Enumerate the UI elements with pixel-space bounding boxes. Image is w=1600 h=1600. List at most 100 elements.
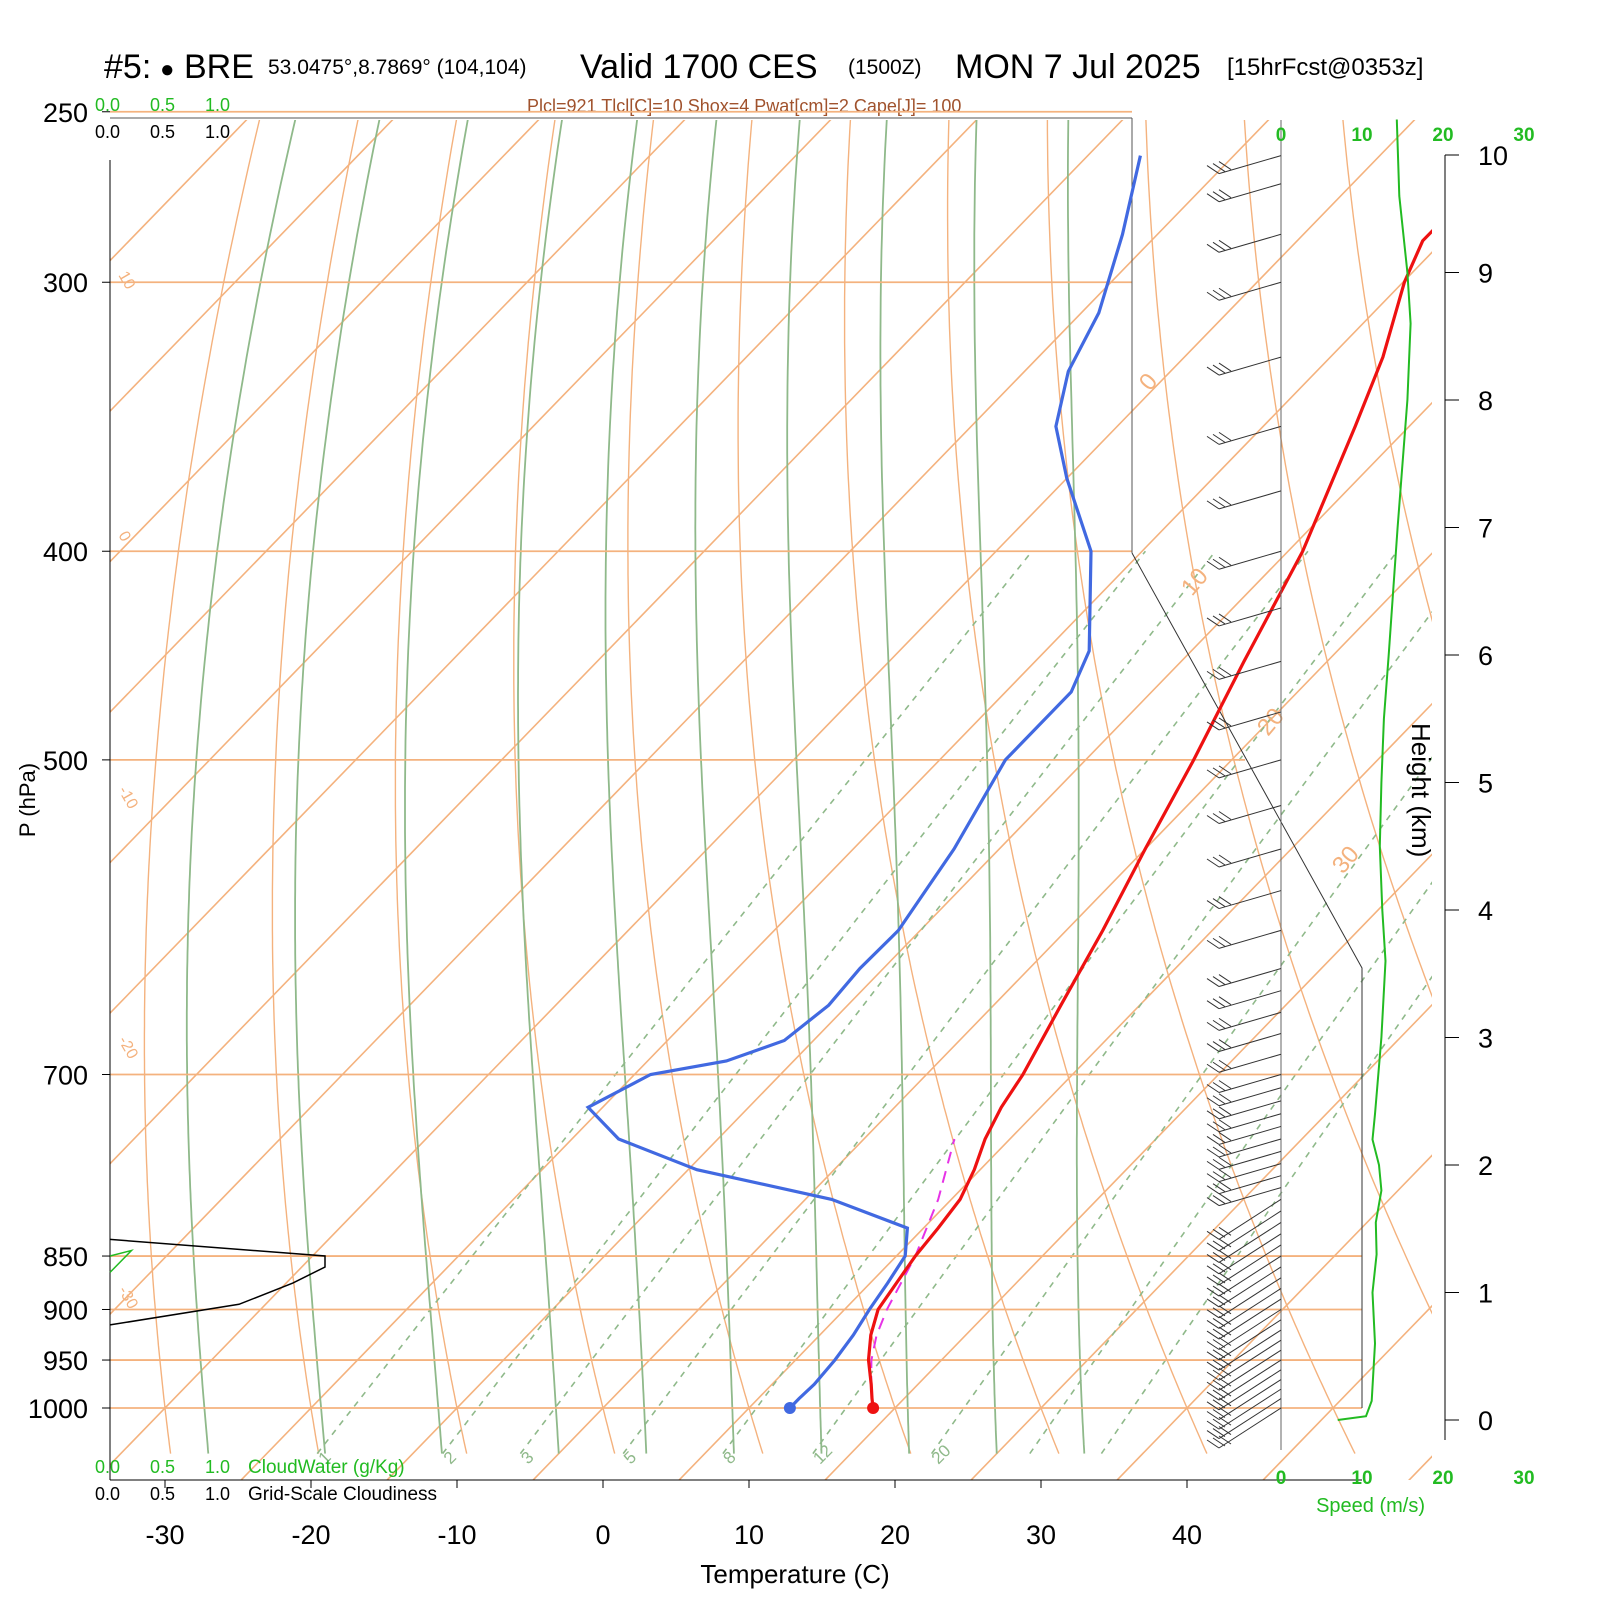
wind-barb-staff bbox=[1218, 1288, 1282, 1329]
mixing-ratio-line bbox=[1029, 881, 1432, 1455]
wind-barb-flag bbox=[1212, 1389, 1226, 1399]
wind-barb-flag bbox=[1218, 1377, 1232, 1387]
height-tick-label: 5 bbox=[1478, 769, 1493, 799]
isotherm-label: -10 bbox=[115, 784, 141, 813]
wind-barb-flag bbox=[1218, 1181, 1232, 1191]
wind-barb-flag bbox=[1212, 1195, 1226, 1205]
speed-tick-bottom: 20 bbox=[1432, 1468, 1453, 1489]
isotherm-label: 0 bbox=[1134, 368, 1163, 396]
wind-barb-flag bbox=[1218, 1156, 1232, 1166]
mixing-ratio-label: 3 bbox=[517, 1448, 537, 1468]
wind-barb-flag bbox=[1218, 1144, 1232, 1154]
speed-tick-bottom: 30 bbox=[1513, 1468, 1534, 1489]
height-tick-label: 9 bbox=[1478, 259, 1493, 289]
speed-tick-bottom: 0 bbox=[1276, 1468, 1287, 1489]
valid-zulu: (1500Z) bbox=[848, 56, 922, 79]
wind-barb-flag bbox=[1212, 1061, 1226, 1071]
wind-barb-flag bbox=[1212, 1274, 1226, 1284]
wind-barb-flag bbox=[1212, 1228, 1226, 1238]
height-tick-label: 3 bbox=[1478, 1024, 1493, 1054]
wind-barb-flag bbox=[1212, 998, 1226, 1008]
wind-barb-flag bbox=[1218, 717, 1232, 727]
pressure-axis-label: P (hPa) bbox=[15, 763, 40, 837]
pressure-tick-label: 400 bbox=[43, 537, 88, 567]
isotherm-label: 10 bbox=[115, 269, 139, 293]
isotherm-label: -30 bbox=[115, 1284, 141, 1313]
isotherm-label: -20 bbox=[115, 1034, 141, 1063]
wind-barb-flag bbox=[1218, 1347, 1232, 1357]
wind-barb-staff bbox=[1218, 759, 1282, 779]
wind-barb-flag bbox=[1218, 287, 1232, 297]
wind-barb-flag bbox=[1206, 1361, 1220, 1371]
wind-barb-staff bbox=[1218, 968, 1282, 988]
wind-barb-flag bbox=[1218, 1119, 1232, 1129]
wind-barb-flag bbox=[1206, 1309, 1220, 1319]
forecast-info: [15hrFcst@0353z] bbox=[1227, 54, 1424, 81]
wind-barb-staff bbox=[1218, 1113, 1282, 1133]
wind-barb-flag bbox=[1206, 1110, 1220, 1120]
moist-adiabat-line bbox=[694, 120, 735, 1454]
cloudwater-tick-bottom: 1.0 bbox=[205, 1457, 230, 1477]
wind-barb-flag bbox=[1206, 1371, 1220, 1381]
temperature-tick-label: 0 bbox=[595, 1520, 610, 1550]
wind-barb-flag bbox=[1218, 896, 1232, 905]
mixing-ratio-label: 20 bbox=[928, 1441, 955, 1468]
speed-line bbox=[1337, 119, 1412, 1421]
moist-adiabat-line bbox=[517, 120, 563, 1454]
mixing-ratio-line bbox=[1100, 975, 1432, 1455]
wind-barb-flag bbox=[1206, 939, 1220, 949]
wind-barb-flag bbox=[1206, 1330, 1220, 1340]
wind-barb-flag bbox=[1212, 1369, 1226, 1379]
moist-adiabat-line bbox=[1067, 120, 1086, 1454]
wind-barb-flag bbox=[1206, 1401, 1220, 1411]
speed-tick-top: 30 bbox=[1513, 125, 1534, 146]
isotherm-label: 20 bbox=[1252, 703, 1290, 741]
wind-barb-staff bbox=[1218, 1163, 1282, 1183]
moist-adiabat-line bbox=[604, 120, 648, 1454]
wind-barb-flag bbox=[1206, 1381, 1220, 1391]
wind-barb-flag bbox=[1206, 900, 1220, 909]
wind-barb-flag bbox=[1206, 1430, 1220, 1440]
wind-barb-flag bbox=[1218, 1283, 1232, 1293]
wind-barb-flag bbox=[1212, 767, 1226, 777]
parcel-line bbox=[870, 1138, 956, 1409]
wind-barb-flag bbox=[1206, 1197, 1220, 1207]
wind-barb-flag bbox=[1206, 1123, 1220, 1133]
wind-barb-flag bbox=[1206, 1411, 1220, 1420]
wind-barb-flag bbox=[1206, 617, 1220, 627]
isotherm-line bbox=[824, 853, 1432, 1480]
height-tick-label: 4 bbox=[1478, 896, 1493, 926]
dry-adiabat-line bbox=[271, 120, 359, 1454]
wind-barb-flag bbox=[1212, 1019, 1226, 1029]
wind-barb-staff bbox=[1218, 1053, 1282, 1073]
wind-barb-staff bbox=[1218, 1349, 1282, 1391]
temperature-surface-dot bbox=[867, 1402, 880, 1414]
wind-barb-flag bbox=[1218, 362, 1232, 372]
wind-barb-flag bbox=[1212, 1318, 1226, 1327]
wind-barb-flag bbox=[1218, 1326, 1232, 1336]
height-tick-label: 1 bbox=[1478, 1279, 1493, 1309]
cloudwater-tick-bottom: 0.0 bbox=[95, 1457, 120, 1477]
isotherm-line bbox=[110, 120, 540, 563]
wind-barb-flag bbox=[1206, 1148, 1220, 1158]
wind-barb-flag bbox=[1218, 1367, 1232, 1377]
wind-barb-staff bbox=[1218, 425, 1282, 445]
wind-barb-flag bbox=[1212, 558, 1226, 568]
dry-adiabat-line bbox=[1438, 93, 1600, 1454]
pressure-tick-label: 700 bbox=[43, 1060, 88, 1090]
wind-barb-staff bbox=[1218, 1369, 1282, 1411]
wind-barb-flag bbox=[1206, 1021, 1220, 1031]
wind-barb-flag bbox=[1218, 1169, 1232, 1179]
wind-barb-flag bbox=[1206, 1084, 1220, 1093]
speed-tick-top: 10 bbox=[1351, 125, 1372, 146]
wind-barb-flag bbox=[1212, 1307, 1226, 1317]
wind-barb-staff bbox=[1218, 711, 1282, 731]
pressure-tick-label: 850 bbox=[43, 1242, 88, 1272]
wind-barb-flag bbox=[1206, 978, 1220, 987]
dry-adiabat-line bbox=[946, 120, 1208, 1454]
wind-barb-flag bbox=[1206, 1097, 1220, 1107]
wind-barb-staff bbox=[1218, 1388, 1282, 1430]
wind-barb-flag bbox=[1212, 1171, 1226, 1181]
wind-barb-flag bbox=[1206, 1185, 1220, 1195]
cloudwater-tick-top: 0.5 bbox=[150, 95, 175, 115]
